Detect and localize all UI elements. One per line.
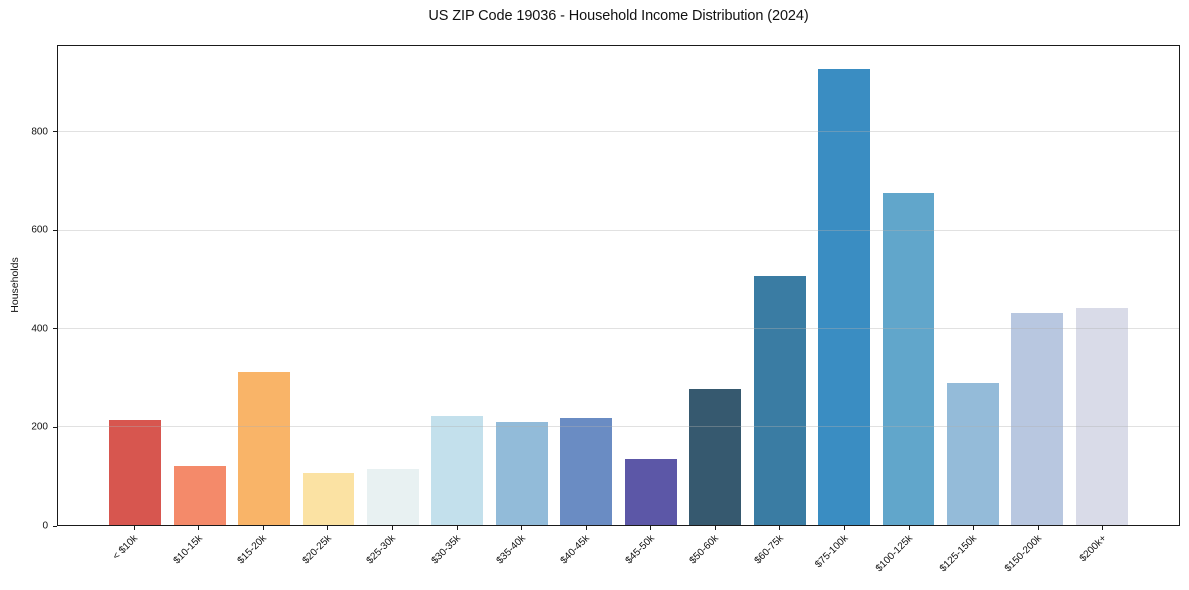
bar-slot	[296, 46, 360, 525]
x-tick-label: < $10k	[110, 533, 141, 563]
chart-title: US ZIP Code 19036 - Household Income Dis…	[428, 8, 809, 24]
bar-slot	[876, 46, 940, 525]
x-tick-mark	[1037, 526, 1039, 530]
x-tick-mark	[198, 526, 200, 530]
x-tick-mark	[585, 526, 587, 530]
x-tick-label: $60-75k	[752, 533, 786, 567]
y-tick-label: 800	[31, 126, 48, 138]
x-tick-mark	[650, 526, 652, 530]
bar	[109, 419, 162, 525]
x-tick-label: $150-200k	[1002, 533, 1044, 575]
x-tick-label: $30-35k	[429, 533, 463, 567]
x-tick-label: $10-15k	[171, 533, 205, 567]
y-tick-label: 600	[31, 224, 48, 236]
y-tick-label: 200	[31, 421, 48, 433]
bar	[1011, 313, 1064, 525]
bar-slot	[1070, 46, 1134, 525]
bar	[302, 472, 355, 525]
y-tick-mark	[53, 229, 57, 231]
bar-slot	[1005, 46, 1069, 525]
x-tick-mark	[133, 526, 135, 530]
x-tick-mark	[392, 526, 394, 530]
x-tick-mark	[908, 526, 910, 530]
bar	[689, 388, 742, 525]
plot-area	[57, 45, 1180, 526]
x-tick-mark	[1102, 526, 1104, 530]
bar	[367, 468, 419, 525]
x-tick-label: $100-125k	[873, 533, 915, 575]
x-tick-mark	[973, 526, 975, 530]
bar-slot	[812, 46, 876, 525]
x-tick-mark	[714, 526, 716, 530]
bar-slot	[167, 46, 231, 525]
bar-slot	[619, 46, 683, 525]
x-tick-label: $50-60k	[687, 533, 722, 567]
y-tick-mark	[53, 426, 57, 428]
y-tick-label: 400	[31, 323, 48, 335]
bar-slot	[554, 46, 618, 525]
x-tick-label: $35-40k	[494, 533, 528, 567]
bar-slot	[747, 46, 811, 525]
bar	[1075, 307, 1128, 525]
x-tick-label: $200k+	[1077, 533, 1109, 565]
bar	[624, 459, 677, 525]
bar-slot	[361, 46, 425, 525]
x-tick-label: $20-25k	[300, 533, 334, 567]
x-tick-label: $75-100k	[812, 533, 851, 571]
bar-slot	[683, 46, 747, 525]
bar	[560, 418, 613, 525]
bar	[946, 382, 999, 525]
x-tick-mark	[521, 526, 523, 530]
bar-slot	[103, 46, 167, 525]
y-tick-mark	[53, 525, 57, 527]
x-tick-label: $15-20k	[235, 533, 270, 567]
x-tick-mark	[779, 526, 781, 530]
bar	[495, 422, 548, 525]
bar-slot	[232, 46, 296, 525]
x-tick-mark	[327, 526, 329, 530]
bar-slot	[490, 46, 554, 525]
x-tick-label: $40-45k	[558, 533, 592, 567]
x-tick-label: $25-30k	[364, 533, 399, 567]
x-tick-mark	[843, 526, 845, 530]
bar	[431, 416, 484, 525]
x-tick-label: $125-150k	[938, 533, 980, 575]
bar	[173, 466, 226, 525]
bar	[882, 193, 935, 525]
bar-slot	[941, 46, 1005, 525]
bar	[818, 69, 870, 525]
y-tick-label: 0	[42, 520, 48, 532]
bars-container	[58, 46, 1179, 525]
y-tick-mark	[53, 131, 57, 133]
x-tick-label: $45-50k	[623, 533, 657, 567]
bar	[238, 372, 291, 525]
bar-slot	[425, 46, 489, 525]
y-axis: 0 200 400 600 800	[0, 45, 57, 532]
x-tick-mark	[262, 526, 264, 530]
x-tick-mark	[456, 526, 458, 530]
y-tick-mark	[53, 328, 57, 330]
bar	[753, 276, 806, 525]
